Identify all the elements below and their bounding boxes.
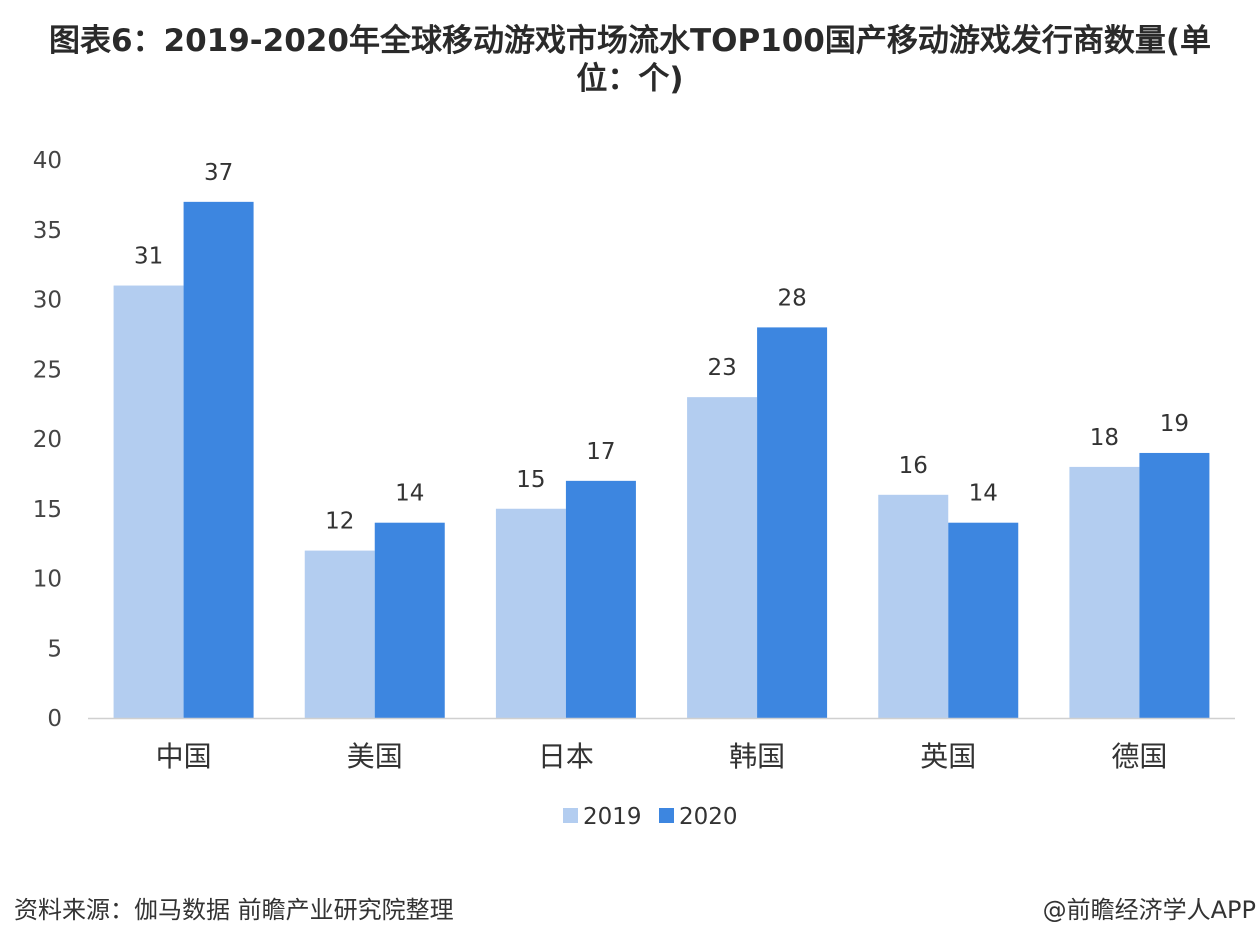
legend: 2019 2020	[563, 804, 738, 830]
y-axis: 0 5 10 15 20 25 30 35 40	[33, 148, 62, 732]
y-tick-label: 0	[47, 706, 62, 732]
bar-value-label: 17	[586, 439, 615, 465]
bar-chart: 0 5 10 15 20 25 30 35 40 31 37 12 14 15 17 23 28 16 14 18 1…	[33, 148, 1235, 830]
credit-note: @前瞻经济学人APP	[1042, 896, 1256, 924]
bar-2019	[113, 285, 184, 718]
x-tick-label: 美国	[347, 740, 403, 773]
bar-2019	[687, 397, 758, 718]
bar-value-label: 16	[899, 453, 928, 479]
y-tick-label: 40	[33, 148, 62, 174]
bar-value-label: 15	[516, 467, 545, 493]
x-tick-label: 德国	[1111, 740, 1167, 773]
x-tick-label: 日本	[538, 740, 594, 773]
bar-value-label: 19	[1160, 411, 1189, 437]
bar-2020	[757, 327, 828, 718]
bar-value-label: 37	[204, 160, 233, 186]
bar-value-label: 31	[134, 244, 163, 270]
bar-value-label: 14	[395, 481, 424, 507]
legend-swatch-2020	[659, 808, 674, 823]
bar-2020	[565, 480, 636, 718]
y-tick-label: 25	[33, 357, 62, 383]
bar-value-label: 12	[325, 509, 354, 535]
y-tick-label: 15	[33, 497, 62, 523]
x-tick-label: 英国	[920, 740, 976, 773]
bars	[113, 201, 1210, 719]
bar-2020	[1139, 452, 1210, 718]
legend-swatch-2019	[563, 808, 578, 823]
bar-value-labels: 31 37 12 14 15 17 23 28 16 14 18 19	[134, 160, 1189, 535]
legend-label: 2020	[679, 804, 738, 830]
chart-title: 图表6：2019-2020年全球移动游戏市场流水TOP100国产移动游戏发行商数…	[48, 23, 1212, 97]
y-tick-label: 30	[33, 288, 62, 314]
legend-label: 2019	[583, 804, 642, 830]
bar-value-label: 28	[777, 285, 806, 311]
bar-2020	[948, 522, 1019, 718]
bar-value-label: 23	[707, 355, 736, 381]
bar-2019	[1069, 466, 1140, 718]
y-tick-label: 10	[33, 567, 62, 593]
bar-2020	[374, 522, 445, 718]
bar-2019	[495, 508, 566, 718]
x-axis: 中国 美国 日本 韩国 英国 德国	[88, 717, 1235, 773]
x-tick-label: 韩国	[729, 740, 785, 773]
bar-2019	[878, 494, 949, 718]
bar-2020	[183, 201, 254, 719]
y-tick-label: 5	[47, 636, 62, 662]
y-tick-label: 20	[33, 427, 62, 453]
x-tick-label: 中国	[156, 740, 212, 773]
bar-value-label: 18	[1090, 425, 1119, 451]
source-note: 资料来源：伽马数据 前瞻产业研究院整理	[14, 896, 454, 924]
bar-2019	[304, 550, 375, 718]
y-tick-label: 35	[33, 218, 62, 244]
bar-value-label: 14	[969, 481, 998, 507]
